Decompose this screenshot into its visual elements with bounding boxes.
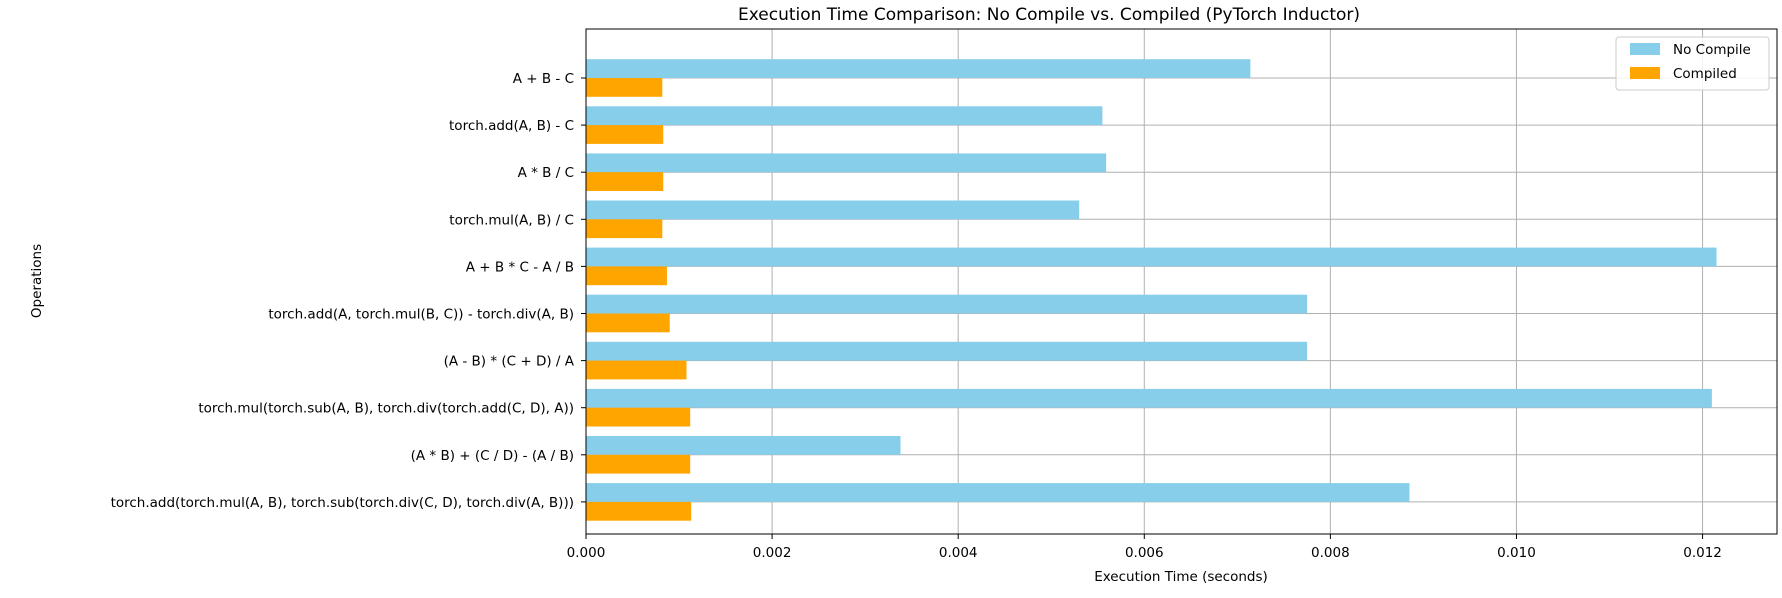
plot-frame bbox=[585, 28, 1778, 535]
x-tick-label: 0.004 bbox=[939, 545, 978, 561]
y-tick-label: torch.add(A, torch.mul(B, C)) - torch.di… bbox=[268, 307, 574, 323]
bar-compiled bbox=[586, 501, 692, 521]
y-tick-label: torch.mul(A, B) / C bbox=[449, 212, 574, 228]
legend-label-no-compile: No Compile bbox=[1673, 42, 1751, 58]
y-tick-label: (A - B) * (C + D) / A bbox=[444, 354, 575, 370]
y-tick-label: A + B * C - A / B bbox=[466, 259, 574, 275]
x-tick-label: 0.002 bbox=[753, 545, 792, 561]
bar-no-compile bbox=[586, 247, 1717, 267]
y-tick-label: A * B / C bbox=[518, 165, 574, 181]
bar-compiled bbox=[586, 454, 691, 474]
grid-lines bbox=[585, 29, 1777, 534]
y-tick-label: A + B - C bbox=[513, 71, 574, 87]
bar-no-compile bbox=[586, 436, 901, 455]
x-axis-label: Execution Time (seconds) bbox=[1094, 569, 1268, 585]
bar-no-compile bbox=[586, 59, 1251, 78]
legend-swatch-no-compile bbox=[1630, 43, 1660, 55]
bar-compiled bbox=[586, 407, 691, 427]
y-tick-label: torch.mul(torch.sub(A, B), torch.div(tor… bbox=[198, 401, 574, 417]
bar-no-compile bbox=[586, 200, 1080, 220]
bar-no-compile bbox=[586, 483, 1410, 502]
y-tick-label: torch.add(A, B) - C bbox=[449, 118, 574, 134]
bar-no-compile bbox=[586, 341, 1308, 361]
y-tick-label: (A * B) + (C / D) - (A / B) bbox=[411, 448, 574, 464]
bar-compiled bbox=[586, 125, 664, 144]
bars bbox=[586, 59, 1717, 521]
legend-label-compiled: Compiled bbox=[1673, 66, 1737, 82]
bar-compiled bbox=[586, 78, 663, 97]
y-tick-label: torch.add(torch.mul(A, B), torch.sub(tor… bbox=[111, 495, 574, 511]
x-tick-label: 0.008 bbox=[1311, 545, 1350, 561]
x-tick-label: 0.010 bbox=[1497, 545, 1536, 561]
x-tick-label: 0.006 bbox=[1125, 545, 1164, 561]
bar-no-compile bbox=[586, 153, 1107, 173]
bar-no-compile bbox=[586, 294, 1308, 314]
bar-compiled bbox=[586, 219, 663, 239]
bar-compiled bbox=[586, 360, 687, 380]
y-tick-labels: A + B - C torch.add(A, B) - C A * B / C tor… bbox=[111, 71, 586, 511]
legend-swatch-compiled bbox=[1630, 67, 1660, 79]
x-tick-labels: 0.000 0.002 0.004 0.006 0.008 0.010 0.012 bbox=[567, 534, 1722, 561]
bar-no-compile bbox=[586, 388, 1712, 408]
legend: No Compile Compiled bbox=[1615, 36, 1770, 91]
x-tick-label: 0.012 bbox=[1683, 545, 1722, 561]
chart-title: Execution Time Comparison: No Compile vs… bbox=[738, 5, 1360, 25]
bar-compiled bbox=[586, 266, 667, 286]
bar-compiled bbox=[586, 313, 670, 333]
bar-compiled bbox=[586, 172, 664, 191]
x-tick-label: 0.000 bbox=[567, 545, 606, 561]
bar-no-compile bbox=[586, 106, 1103, 126]
y-axis-label: Operations bbox=[29, 244, 45, 318]
